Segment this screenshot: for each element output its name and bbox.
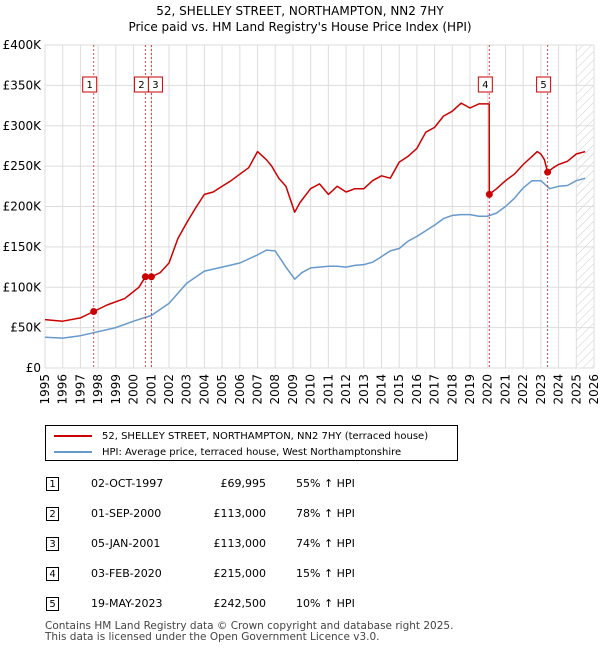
price-chart: £0 £50K £100K £150K £200K £250K £300K £350K £400… — [3, 38, 600, 405]
footer-line-2: This data is licensed under the Open Gov… — [45, 631, 380, 643]
y-tick-label: £50K — [10, 321, 42, 335]
sale-price: £215,000 — [213, 567, 267, 580]
sale-point — [147, 273, 155, 281]
property-price-line — [44, 102, 586, 322]
sale-point — [485, 190, 493, 198]
x-tick-label: 2011 — [321, 374, 335, 405]
y-tick-label: £300K — [3, 119, 43, 133]
x-tick-label: 2015 — [392, 374, 406, 405]
footer-line-1: Contains HM Land Registry data © Crown c… — [45, 620, 454, 632]
y-tick-label: £0 — [26, 361, 41, 375]
x-tick-label: 2025 — [569, 374, 583, 405]
hpi-line — [44, 177, 586, 339]
x-tick-label: 1996 — [56, 374, 70, 405]
x-tick-label: 2016 — [410, 374, 424, 405]
sale-label-number: 2 — [138, 80, 144, 91]
chart-legend: 52, SHELLEY STREET, NORTHAMPTON, NN2 7HY… — [45, 425, 458, 461]
sale-number-badge: 4 — [46, 567, 59, 581]
x-tick-label: 2019 — [463, 374, 477, 405]
sale-point — [544, 168, 552, 176]
sale-price: £113,000 — [213, 507, 267, 520]
x-tick-label: 2007 — [251, 374, 265, 405]
sale-price: £113,000 — [213, 537, 267, 550]
x-tick-label: 2013 — [357, 374, 371, 405]
x-tick-label: 1998 — [91, 374, 105, 405]
sale-point — [141, 273, 149, 281]
x-tick-label: 2006 — [233, 374, 247, 405]
sale-label-box — [82, 76, 98, 93]
x-tick-label: 2024 — [552, 374, 566, 405]
legend-property-line — [54, 435, 92, 437]
legend-hpi-line — [54, 451, 92, 453]
sale-label-number: 5 — [540, 80, 546, 91]
sale-row: 1 02-OCT-1997 £69,995 55% ↑ HPI — [46, 472, 446, 502]
sale-row: 5 19-MAY-2023 £242,500 10% ↑ HPI — [46, 592, 446, 622]
x-tick-label: 2022 — [516, 374, 530, 405]
sale-hpi-diff: 74% ↑ HPI — [296, 537, 355, 550]
y-tick-label: £400K — [3, 38, 43, 52]
x-tick-label: 2009 — [286, 374, 300, 405]
sale-number-badge: 2 — [46, 507, 59, 521]
x-tick-label: 2002 — [162, 374, 176, 405]
sale-label-number: 4 — [482, 80, 488, 91]
sale-hpi-diff: 15% ↑ HPI — [296, 567, 355, 580]
sale-number-badge: 5 — [46, 597, 59, 611]
x-tick-label: 2012 — [339, 374, 353, 405]
sale-date: 19-MAY-2023 — [91, 597, 163, 610]
sale-hpi-diff: 78% ↑ HPI — [296, 507, 355, 520]
sale-point — [90, 307, 98, 315]
footer-copyright: Contains HM Land Registry data © Crown c… — [45, 621, 453, 643]
y-tick-label: £250K — [3, 159, 43, 173]
x-tick-label: 2017 — [428, 374, 442, 405]
sale-hpi-diff: 55% ↑ HPI — [296, 477, 355, 490]
y-tick-label: £200K — [3, 200, 43, 214]
sale-label-box — [147, 76, 163, 93]
sale-label-box — [477, 76, 493, 93]
x-tick-label: 1995 — [38, 374, 52, 405]
x-tick-label: 2018 — [445, 374, 459, 405]
x-tick-label: 2014 — [374, 374, 388, 405]
sale-row: 4 03-FEB-2020 £215,000 15% ↑ HPI — [46, 562, 446, 592]
sale-row: 2 01-SEP-2000 £113,000 78% ↑ HPI — [46, 502, 446, 532]
x-tick-label: 2008 — [268, 374, 282, 405]
y-tick-label: £350K — [3, 78, 43, 92]
sale-date: 05-JAN-2001 — [91, 537, 161, 550]
x-tick-label: 2021 — [498, 374, 512, 405]
sale-number-badge: 3 — [46, 537, 59, 551]
y-tick-label: £100K — [3, 280, 43, 294]
sale-label-number: 1 — [87, 80, 93, 91]
sale-date: 03-FEB-2020 — [91, 567, 162, 580]
x-tick-label: 2000 — [127, 374, 141, 405]
x-tick-label: 2001 — [144, 374, 158, 405]
sale-date: 02-OCT-1997 — [91, 477, 164, 490]
x-tick-label: 2023 — [534, 374, 548, 405]
x-tick-label: 2003 — [180, 374, 194, 405]
x-tick-label: 2004 — [197, 374, 211, 405]
legend-property-label: 52, SHELLEY STREET, NORTHAMPTON, NN2 7HY… — [102, 430, 429, 442]
sale-hpi-diff: 10% ↑ HPI — [296, 597, 355, 610]
sale-number-badge: 1 — [46, 477, 59, 491]
sales-table: 1 02-OCT-1997 £69,995 55% ↑ HPI 2 01-SEP… — [46, 472, 446, 622]
sale-price: £69,995 — [220, 477, 267, 490]
chart-subtitle: Price paid vs. HM Land Registry's House … — [128, 20, 472, 34]
x-tick-label: 1999 — [109, 374, 123, 405]
sale-row: 3 05-JAN-2001 £113,000 74% ↑ HPI — [46, 532, 446, 562]
y-tick-label: £150K — [3, 240, 43, 254]
sale-price: £242,500 — [213, 597, 267, 610]
legend-hpi-label: HPI: Average price, terraced house, West… — [102, 446, 402, 458]
sale-label-box — [536, 76, 552, 93]
x-tick-label: 2010 — [304, 374, 318, 405]
x-tick-label: 2020 — [481, 374, 495, 405]
sale-label-number: 3 — [152, 80, 158, 91]
chart-title: 52, SHELLEY STREET, NORTHAMPTON, NN2 7HY — [156, 4, 444, 18]
sale-date: 01-SEP-2000 — [91, 507, 162, 520]
x-tick-label: 1997 — [73, 374, 87, 405]
x-tick-label: 2005 — [215, 374, 229, 405]
x-tick-label: 2026 — [587, 374, 600, 405]
